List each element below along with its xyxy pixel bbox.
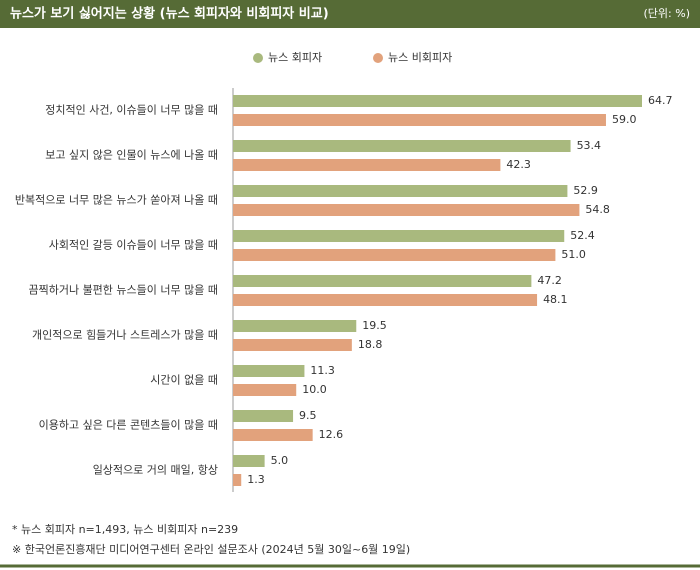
footnote: * 뉴스 회피자 n=1,493, 뉴스 비회피자 n=239 [12,523,238,536]
legend-label: 뉴스 비회피자 [388,51,452,64]
value-label: 51.0 [561,248,586,261]
header-bar [0,0,700,28]
value-label: 53.4 [577,139,602,152]
value-label: 18.8 [358,338,383,351]
value-label: 48.1 [543,293,568,306]
bar [233,275,532,287]
category-label: 보고 싶지 않은 인물이 뉴스에 나올 때 [45,149,218,162]
value-label: 64.7 [648,94,673,107]
category-label: 개인적으로 힘들거나 스트레스가 많을 때 [32,329,218,342]
chart-title: 뉴스가 보기 싫어지는 상황 (뉴스 회피자와 비회피자 비교) [10,6,329,22]
value-label: 59.0 [612,113,637,126]
legend-marker [253,53,263,63]
category-label: 일상적으로 거의 매일, 항상 [93,463,218,477]
bar [233,429,313,441]
bar [233,320,357,332]
value-label: 10.0 [302,383,327,396]
bar [233,384,297,396]
value-label: 47.2 [537,274,562,287]
category-label: 끔찍하거나 불편한 뉴스들이 너무 많을 때 [28,283,218,297]
bar [233,185,568,197]
bar [233,95,642,107]
bar [233,365,305,377]
value-label: 9.5 [299,409,317,422]
bar [233,204,580,216]
value-label: 1.3 [247,473,265,486]
bar [233,294,538,306]
value-label: 54.8 [585,203,610,216]
value-label: 5.0 [271,454,289,467]
bar [233,114,606,126]
bar [233,249,556,261]
bar [233,140,571,152]
value-label: 52.4 [570,229,595,242]
bar [233,410,294,422]
bar [233,455,265,467]
value-label: 19.5 [362,319,387,332]
category-label: 반복적으로 너무 많은 뉴스가 쏟아져 나올 때 [15,194,218,207]
category-label: 이용하고 싶은 다른 콘텐츠들이 많을 때 [39,418,218,432]
bar [233,230,565,242]
value-label: 42.3 [506,158,531,171]
legend-label: 뉴스 회피자 [268,51,322,64]
category-label: 정치적인 사건, 이슈들이 너무 많을 때 [45,104,218,117]
value-label: 52.9 [573,184,598,197]
category-label: 사회적인 갈등 이슈들이 너무 많을 때 [49,238,218,252]
bar [233,339,352,351]
value-label: 12.6 [319,428,344,441]
footnote: ※ 한국언론진흥재단 미디어연구센터 온라인 설문조사 (2024년 5월 30… [12,542,410,556]
category-label: 시간이 없을 때 [150,374,218,387]
legend-marker [373,53,383,63]
bar [233,159,501,171]
value-label: 11.3 [310,364,335,377]
unit-label: (단위: %) [644,7,690,20]
bar [233,474,242,486]
